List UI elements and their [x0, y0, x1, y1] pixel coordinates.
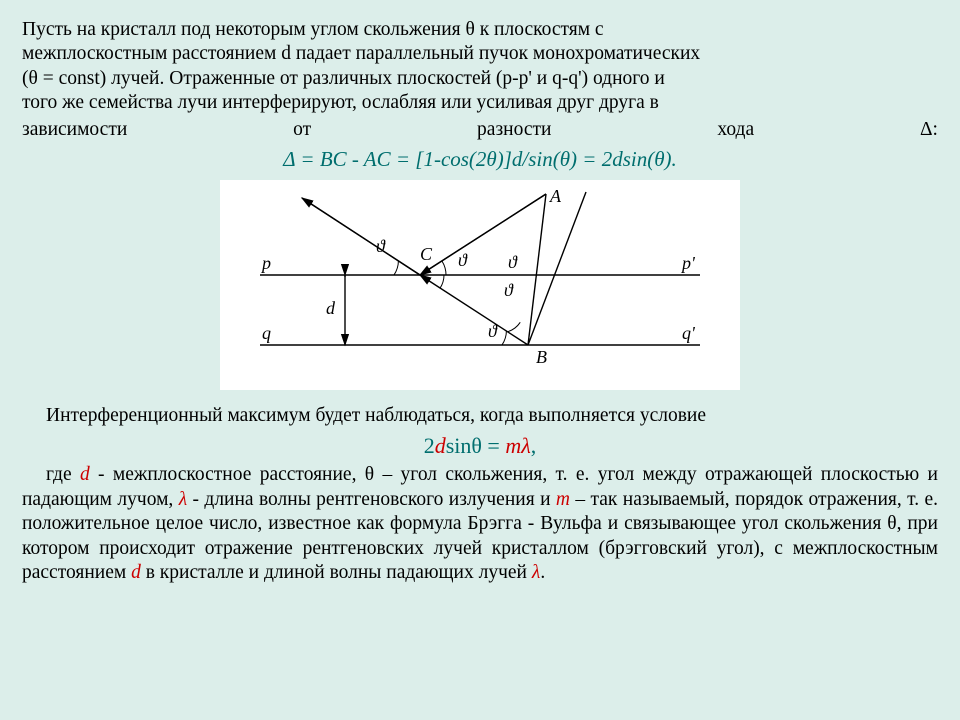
svg-text:p': p'	[680, 253, 696, 273]
svg-text:ϑ: ϑ	[458, 250, 468, 270]
svg-text:q': q'	[682, 323, 696, 343]
p2-l2: условие	[640, 405, 706, 426]
p1-sw-3: хода	[717, 118, 754, 142]
p1-sw-2: разности	[477, 118, 551, 142]
svg-text:C: C	[420, 244, 433, 264]
bragg-diagram: pp'qq'ABCdϑϑϑϑϑ	[220, 180, 740, 390]
p1-sw-4: Δ:	[920, 118, 938, 142]
p2-l1: Интерференционный максимум будет наблюда…	[46, 405, 635, 426]
svg-text:d: d	[326, 298, 336, 318]
formula-delta: Δ = BC - AC = [1-cos(2θ)]d/sin(θ) = 2dsi…	[22, 146, 938, 172]
svg-text:ϑ: ϑ	[508, 252, 518, 272]
svg-text:B: B	[536, 347, 547, 367]
svg-text:q: q	[262, 323, 271, 343]
p1-line3: (θ = const) лучей. Отраженные от различн…	[22, 67, 938, 91]
p1-line2: межплоскостным расстоянием d падает пара…	[22, 42, 938, 66]
paragraph-2: Интерференционный максимум будет наблюда…	[22, 404, 938, 428]
svg-text:ϑ: ϑ	[376, 236, 386, 256]
paragraph-3: где d - межплоскостное расстояние, θ – у…	[22, 463, 938, 585]
svg-text:p: p	[260, 253, 271, 273]
p1-line4: того же семейства лучи интерферируют, ос…	[22, 91, 938, 115]
bragg-diagram-holder: pp'qq'ABCdϑϑϑϑϑ	[22, 180, 938, 397]
svg-text:ϑ: ϑ	[504, 280, 514, 300]
p1-sw-0: зависимости	[22, 118, 127, 142]
svg-text:A: A	[549, 186, 562, 206]
p1-sw-1: от	[293, 118, 311, 142]
paragraph-1: Пусть на кристалл под некоторым углом ск…	[22, 18, 938, 142]
p1-line1: Пусть на кристалл под некоторым углом ск…	[22, 18, 938, 42]
svg-text:ϑ: ϑ	[488, 321, 498, 341]
p1-spread: зависимости от разности хода Δ:	[22, 118, 938, 142]
formula-bragg: 2dsinθ = mλ,	[22, 432, 938, 460]
